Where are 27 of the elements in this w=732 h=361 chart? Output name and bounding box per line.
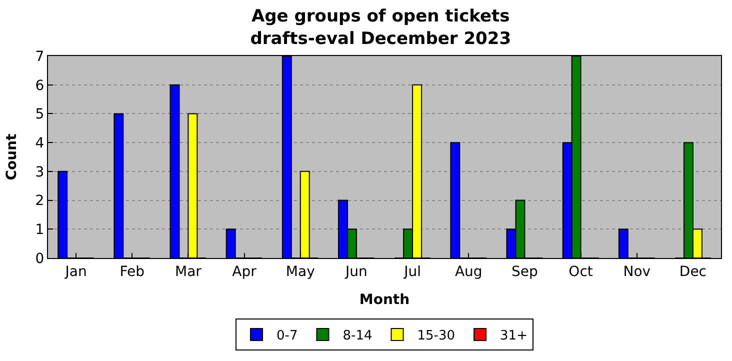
x-tick-label: Mar bbox=[175, 264, 202, 280]
x-tick-label: Nov bbox=[623, 264, 651, 280]
legend-label: 8-14 bbox=[342, 328, 372, 344]
y-tick-label: 4 bbox=[35, 135, 44, 152]
y-tick-label: 1 bbox=[35, 222, 44, 238]
x-tick-label: Oct bbox=[568, 264, 594, 280]
y-tick-label: 2 bbox=[35, 193, 44, 210]
y-tick-label: 6 bbox=[35, 78, 44, 94]
x-tick-label: Jan bbox=[64, 264, 87, 280]
chart-title: Age groups of open tickets drafts-eval December 2023 bbox=[250, 6, 512, 49]
y-axis-title: Count bbox=[4, 133, 20, 180]
legend-label: 15-30 bbox=[417, 328, 456, 344]
y-tick-label: 7 bbox=[35, 48, 44, 65]
x-tick-label: Apr bbox=[232, 264, 257, 280]
y-tick-label: 3 bbox=[35, 164, 44, 180]
y-tick-label: 5 bbox=[35, 106, 44, 123]
x-tick-label: Aug bbox=[454, 264, 482, 280]
y-tick-label: 0 bbox=[35, 250, 44, 267]
x-axis-title: Month bbox=[359, 292, 410, 308]
legend-label: 0-7 bbox=[276, 328, 298, 344]
x-tick-label: Jul bbox=[403, 264, 421, 280]
x-tick-label: May bbox=[286, 264, 315, 280]
x-tick-label: Jun bbox=[344, 264, 368, 280]
x-tick-label: Dec bbox=[679, 264, 707, 280]
x-tick-label: Sep bbox=[512, 264, 538, 280]
x-tick-label: Feb bbox=[120, 264, 145, 280]
legend-label: 31+ bbox=[500, 328, 528, 344]
